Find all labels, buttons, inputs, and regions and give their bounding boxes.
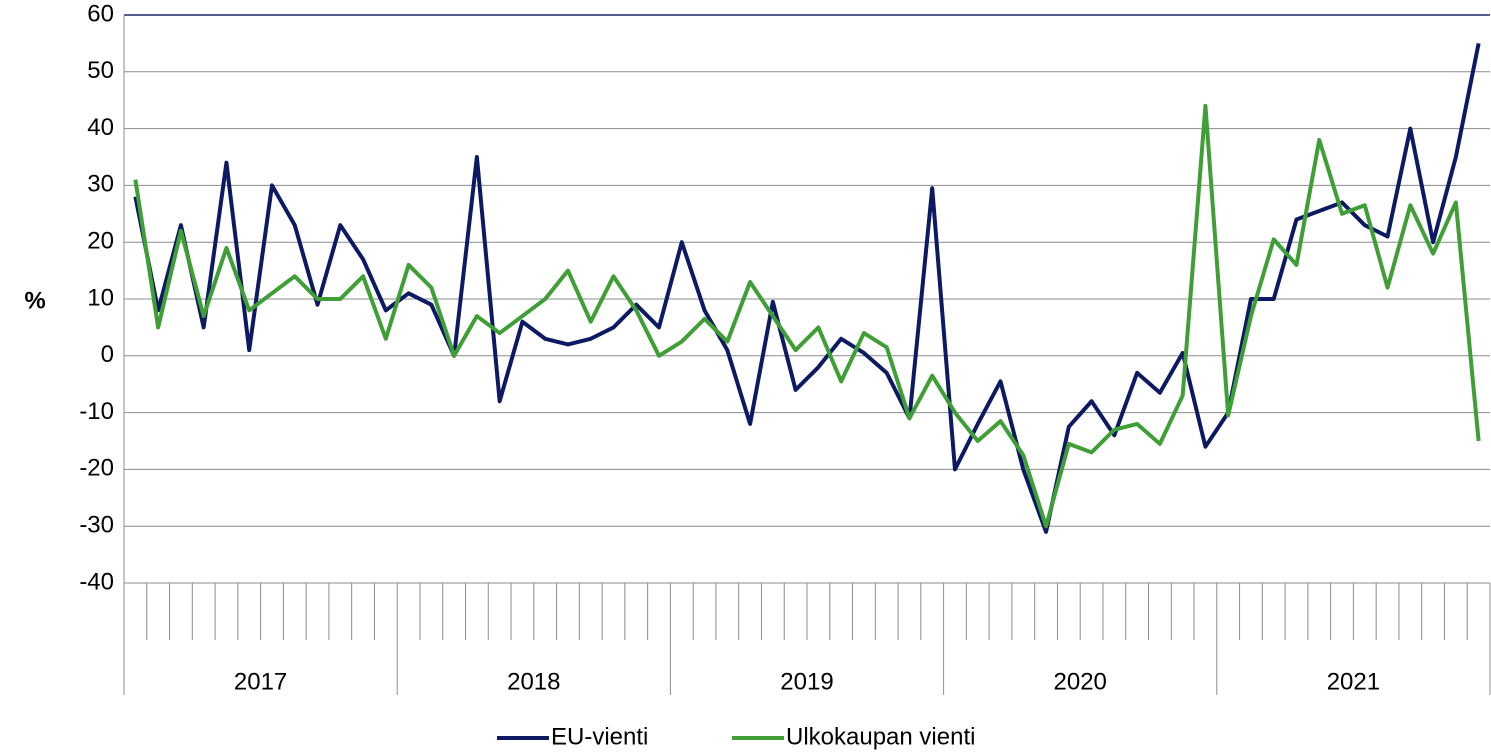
y-tick-label: -40 xyxy=(79,568,114,595)
legend-label: Ulkokaupan vienti xyxy=(786,723,975,750)
y-tick-label: -30 xyxy=(79,512,114,539)
year-label: 2021 xyxy=(1327,668,1380,695)
y-tick-label: 10 xyxy=(87,284,114,311)
y-tick-label: 50 xyxy=(87,57,114,84)
y-tick-label: -10 xyxy=(79,398,114,425)
legend-label: EU-vienti xyxy=(551,723,648,750)
y-tick-label: 20 xyxy=(87,228,114,255)
y-axis-label: % xyxy=(24,287,45,314)
series-line xyxy=(133,43,1481,534)
year-label: 2018 xyxy=(507,668,560,695)
year-label: 2020 xyxy=(1054,668,1107,695)
series-line xyxy=(133,103,1481,529)
y-tick-label: -20 xyxy=(79,455,114,482)
y-tick-label: 30 xyxy=(87,171,114,198)
year-label: 2019 xyxy=(780,668,833,695)
year-label: 2017 xyxy=(234,668,287,695)
y-tick-label: 40 xyxy=(87,114,114,141)
y-tick-label: 0 xyxy=(101,341,114,368)
y-tick-label: 60 xyxy=(87,0,114,27)
